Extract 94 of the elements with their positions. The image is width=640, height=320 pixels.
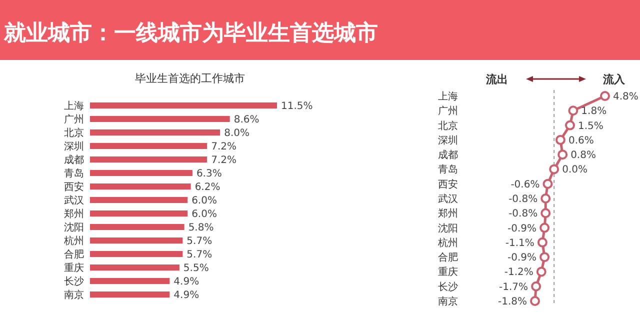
data-label: 5.7% (186, 236, 212, 248)
data-label: 0.0% (562, 164, 588, 176)
data-label: -0.9% (508, 252, 537, 264)
y-tick-label: 青岛 (64, 167, 84, 180)
data-label: 1.5% (578, 120, 604, 132)
y-tick-label: 西安 (438, 178, 458, 190)
y-tick-label: 成都 (64, 154, 84, 166)
point (600, 91, 610, 101)
y-tick-label: 北京 (64, 126, 84, 139)
data-label: 4.9% (174, 276, 200, 288)
point (536, 266, 546, 277)
data-label: 7.2% (211, 154, 236, 166)
data-label: 5.7% (186, 250, 212, 261)
bar (90, 264, 180, 271)
data-label: 6.2% (194, 182, 220, 193)
y-tick-label: 长沙 (438, 280, 458, 293)
data-label: 8.6% (234, 114, 260, 126)
data-label: -1.8% (498, 296, 527, 308)
point (549, 164, 560, 174)
point (555, 134, 566, 145)
data-label: 1.8% (581, 106, 607, 118)
point (540, 194, 551, 204)
data-label: -1.1% (505, 238, 534, 249)
y-tick-label: 上海 (438, 90, 458, 102)
bar (90, 224, 184, 230)
y-tick-label: 杭州 (437, 236, 458, 249)
text: 流入 (602, 73, 626, 86)
data-label: 5.8% (188, 222, 214, 234)
data-label: 0.6% (568, 135, 594, 146)
y-tick-label: 合肥 (438, 252, 458, 264)
text: 流出 (485, 73, 508, 86)
y-tick-label: 深圳 (64, 140, 84, 152)
data-label: -1.2% (504, 267, 534, 278)
point (540, 222, 550, 233)
data-label: -0.9% (508, 223, 537, 234)
data-label: 7.2% (211, 141, 236, 152)
data-label: 0.8% (570, 150, 596, 162)
chart-subtitle: 毕业生首选的工作城市 (135, 72, 245, 85)
data-label: 6.3% (196, 168, 222, 180)
data-label: 6.0% (192, 209, 217, 220)
bar (90, 210, 188, 217)
bar (90, 250, 183, 258)
y-tick-label: 南京 (64, 289, 84, 302)
data-label: -0.6% (510, 179, 540, 190)
bar (90, 170, 192, 176)
point (558, 150, 568, 160)
y-tick-label: 武汉 (64, 194, 84, 206)
data-label: 4.9% (174, 290, 200, 302)
data-label: -1.7% (499, 282, 528, 293)
bar (90, 102, 277, 109)
bar (90, 237, 183, 244)
data-label: 6.0% (192, 196, 217, 206)
bar (90, 129, 220, 136)
data-label: 5.5% (183, 263, 209, 274)
y-tick-label: 沈阳 (438, 222, 458, 234)
bar (90, 278, 170, 284)
data-label: -0.8% (508, 208, 538, 220)
y-tick-label: 广州 (64, 113, 84, 126)
y-tick-label: 郑州 (438, 208, 458, 220)
point (530, 296, 540, 306)
y-tick-label: 成都 (438, 149, 458, 162)
point (540, 252, 550, 262)
y-tick-label: 南京 (438, 296, 458, 308)
data-label: -0.8% (508, 194, 538, 205)
bar (90, 196, 188, 204)
point (565, 120, 575, 130)
y-tick-label: 郑州 (64, 208, 84, 220)
chart-title: 就业城市：一线城市为毕业生首选城市 (3, 20, 378, 46)
y-tick-label: 西安 (64, 180, 84, 193)
y-tick-label: 沈阳 (64, 222, 84, 234)
point (542, 178, 553, 189)
point (531, 281, 542, 292)
y-tick-label: 广州 (438, 105, 458, 118)
point (568, 106, 578, 116)
data-label: 4.8% (613, 92, 638, 102)
y-tick-label: 深圳 (438, 134, 458, 146)
y-tick-label: 重庆 (64, 262, 84, 274)
y-tick-label: 青岛 (438, 164, 458, 176)
bar (90, 142, 208, 150)
bar (90, 156, 208, 163)
bar (90, 291, 170, 298)
data-label: 11.5% (281, 100, 313, 112)
y-tick-label: 上海 (64, 100, 84, 112)
y-tick-label: 重庆 (438, 266, 458, 278)
bar (90, 183, 191, 190)
y-tick-label: 长沙 (64, 276, 84, 288)
point (537, 237, 548, 248)
point (540, 208, 551, 218)
y-tick-label: 北京 (438, 120, 458, 132)
bar (90, 116, 230, 122)
data-label: 8.0% (224, 128, 250, 139)
y-tick-label: 合肥 (64, 248, 84, 261)
y-tick-label: 武汉 (438, 193, 458, 205)
y-tick-label: 杭州 (63, 235, 84, 248)
